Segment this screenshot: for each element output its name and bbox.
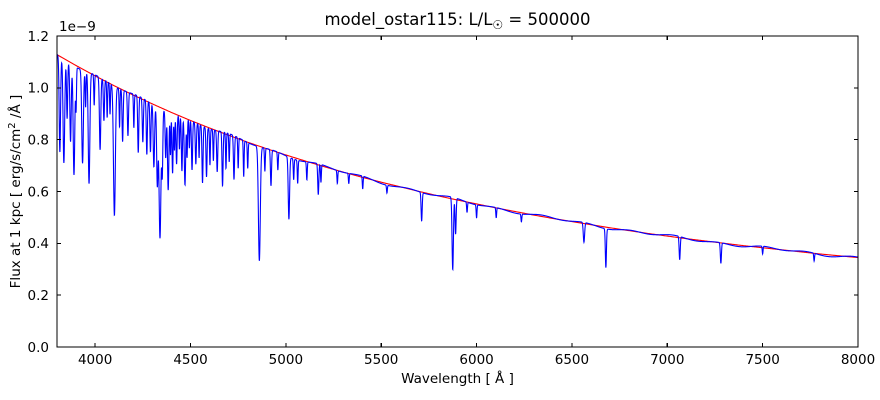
plot-title: model_ostar115: L/L☉ = 500000 [324,10,590,32]
y-axis-offset-text: 1e−9 [59,19,96,35]
x-axis-label: Wavelength [ Å ] [401,370,514,387]
x-tick-label: 4500 [173,352,207,368]
y-tick-label: 0.8 [28,132,49,148]
plot-frame [57,36,858,347]
axis-tick-labels: 4000 4500 5000 5500 6000 6500 7000 7500 8000 0.0 0… [28,29,876,368]
y-tick-label: 0.4 [28,236,49,252]
x-tick-label: 5000 [269,352,303,368]
y-tick-label: 1.2 [28,29,49,45]
y-tick-label: 0.6 [28,184,49,200]
axis-ticks [57,35,859,348]
y-tick-label: 0.0 [28,340,49,356]
x-tick-label: 7000 [650,352,684,368]
axes-background [57,36,858,347]
x-tick-label: 7500 [745,352,779,368]
spectrum-curve [56,54,858,272]
y-tick-label: 1.0 [28,81,49,97]
x-tick-label: 6500 [555,352,589,368]
y-axis-label: Flux at 1 kpc [ erg/s/cm2 /Å ] [7,95,24,289]
x-tick-label: 4000 [78,352,112,368]
x-tick-label: 8000 [841,352,875,368]
x-tick-label: 6000 [459,352,493,368]
y-tick-label: 0.2 [28,288,49,304]
x-tick-label: 5500 [364,352,398,368]
data-series-layer [56,54,859,272]
